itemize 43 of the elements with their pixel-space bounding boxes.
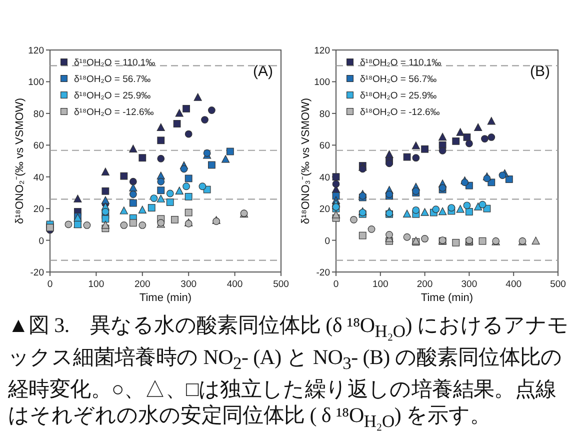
x-tick-label: 500 [273, 279, 289, 290]
y-tick-label: 0 [324, 236, 330, 247]
y-tick-label: 120 [28, 46, 44, 56]
y-tick-label: 100 [314, 77, 330, 88]
x-tick-label: 0 [47, 279, 53, 290]
y-tick-label: 80 [33, 108, 44, 120]
legend-label: δ¹⁸OH₂O = 25.9‰ [74, 90, 152, 102]
y-tick-label: -20 [30, 268, 44, 278]
text: (B) [530, 63, 550, 80]
y-tick-label: 60 [33, 140, 44, 152]
y-axis-title: δ¹⁸ONO₂⁻(‰ vs VSMOW) [14, 98, 26, 224]
x-tick-label: 400 [226, 279, 243, 290]
x-tick-label: 400 [506, 279, 522, 290]
y-tick-label: 40 [33, 172, 44, 184]
y-tick-label: 20 [319, 204, 330, 216]
x-tick-label: 300 [461, 279, 478, 290]
legend-label: δ¹⁸OH₂O = 110.1‰ [74, 58, 156, 68]
x-tick-label: 200 [134, 279, 150, 290]
x-axis-title: Time (min) [139, 292, 192, 304]
y-tick-label: 20 [33, 204, 44, 216]
x-tick-label: 100 [372, 279, 388, 290]
text: (A) [253, 63, 273, 80]
x-tick-label: 0 [333, 279, 339, 290]
y-tick-label: -20 [316, 268, 330, 278]
legend-label: δ¹⁸OH₂O = 56.7‰ [360, 74, 438, 85]
legend-label: δ¹⁸OH₂O = -12.6‰ [360, 107, 440, 118]
legend-label: δ¹⁸OH₂O = 110.1‰ [360, 58, 442, 68]
y-tick-label: 80 [319, 108, 330, 120]
x-tick-label: 300 [180, 279, 197, 290]
y-tick-label: 100 [28, 77, 44, 88]
y-tick-label: 0 [38, 236, 44, 247]
legend-label: δ¹⁸OH₂O = -12.6‰ [74, 107, 154, 118]
legend-label: δ¹⁸OH₂O = 56.7‰ [74, 74, 152, 85]
y-tick-label: 60 [319, 140, 330, 152]
x-tick-label: 100 [88, 279, 104, 290]
x-axis-title: Time (min) [420, 292, 474, 304]
x-tick-label: 200 [416, 279, 433, 290]
y-tick-label: 120 [314, 46, 330, 56]
y-tick-label: 40 [319, 172, 330, 184]
legend-label: δ¹⁸OH₂O = 25.9‰ [360, 90, 438, 102]
y-axis-title: δ¹⁸ONO₃⁻(‰ vs VSMOW) [300, 98, 312, 224]
x-tick-label: 500 [550, 279, 566, 290]
text: ▲図 3. 異なる水の酸素同位体比 (δ ¹⁸O$_{H₂O}$) におけるアナモックス細菌培養時の NO$_{2}$- (A) と NO$_{3}$- (B) の酸素同位体比の経時変化。○、△、□は独立した繰り返しの培養結果。点線はそれぞれの水の安定同位体比 ( δ ¹⁸O$_{H₂O}$) を示す。 [8, 313, 569, 432]
